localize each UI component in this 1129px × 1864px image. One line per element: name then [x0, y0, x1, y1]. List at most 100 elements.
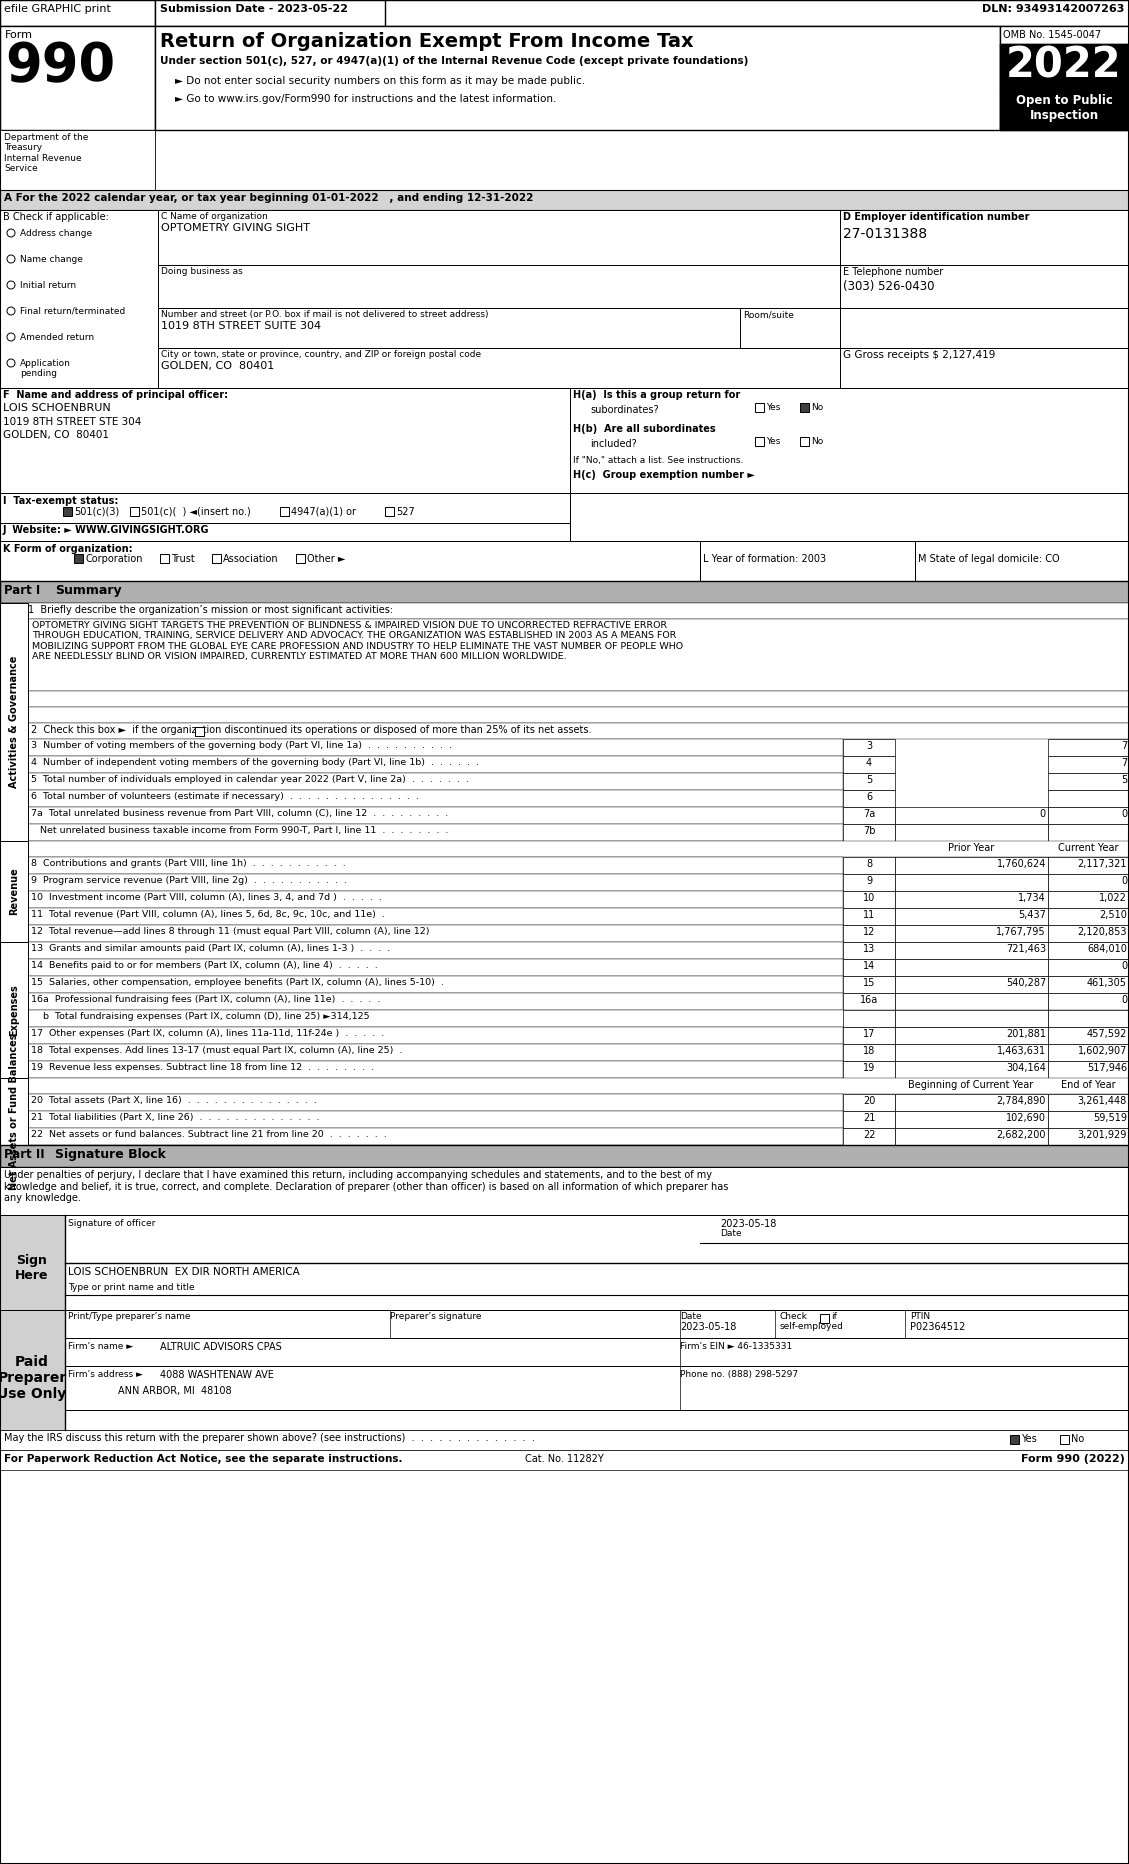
Text: I  Tax-exempt status:: I Tax-exempt status:: [3, 496, 119, 505]
Text: Preparer’s signature: Preparer’s signature: [390, 1312, 481, 1322]
Text: 517,946: 517,946: [1087, 1062, 1127, 1074]
Bar: [895, 824, 1048, 841]
Text: End of Year: End of Year: [1060, 1079, 1115, 1090]
Text: ► Go to www.irs.gov/Form990 for instructions and the latest information.: ► Go to www.irs.gov/Form990 for instruct…: [175, 93, 557, 104]
Text: 5  Total number of individuals employed in calendar year 2022 (Part V, line 2a) : 5 Total number of individuals employed i…: [30, 775, 469, 785]
Text: 14: 14: [863, 962, 875, 971]
Text: 10: 10: [863, 893, 875, 902]
Bar: [895, 891, 1048, 908]
Bar: [0, 541, 700, 582]
Text: 9: 9: [866, 876, 872, 885]
Bar: [28, 1044, 843, 1061]
Bar: [1048, 977, 1129, 994]
Text: 1,463,631: 1,463,631: [997, 1046, 1045, 1057]
Bar: [28, 1010, 1129, 1027]
Bar: [0, 1077, 28, 1144]
Bar: [160, 554, 169, 563]
Bar: [895, 874, 1048, 891]
Text: 5: 5: [1121, 775, 1127, 785]
Bar: [570, 388, 1129, 492]
Bar: [1010, 1435, 1019, 1445]
Bar: [820, 1314, 829, 1323]
Bar: [0, 1310, 1129, 1430]
Text: 2,117,321: 2,117,321: [1077, 859, 1127, 869]
Bar: [0, 941, 28, 1077]
Text: May the IRS discuss this return with the preparer shown above? (see instructions: May the IRS discuss this return with the…: [5, 1433, 535, 1443]
Bar: [1048, 1111, 1129, 1128]
Bar: [155, 26, 1000, 130]
Text: 17: 17: [863, 1029, 875, 1038]
Text: Yes: Yes: [1021, 1433, 1036, 1445]
Text: Sign
Here: Sign Here: [16, 1254, 49, 1282]
Text: No: No: [811, 436, 823, 445]
Text: 3,201,929: 3,201,929: [1077, 1130, 1127, 1141]
Text: 8  Contributions and grants (Part VIII, line 1h)  .  .  .  .  .  .  .  .  .  .  : 8 Contributions and grants (Part VIII, l…: [30, 859, 345, 869]
Text: Corporation: Corporation: [85, 554, 142, 565]
Bar: [843, 958, 895, 977]
Bar: [843, 1061, 895, 1077]
Text: 4947(a)(1) or: 4947(a)(1) or: [291, 507, 356, 516]
Text: Yes: Yes: [765, 403, 780, 412]
Bar: [155, 0, 385, 26]
Text: (303) 526-0430: (303) 526-0430: [843, 280, 935, 293]
Bar: [843, 941, 895, 958]
Text: 1,760,624: 1,760,624: [997, 859, 1045, 869]
Bar: [195, 727, 204, 736]
Text: Summary: Summary: [55, 583, 122, 596]
Bar: [843, 1044, 895, 1061]
Text: 501(c)(3): 501(c)(3): [75, 507, 120, 516]
Text: Revenue: Revenue: [9, 867, 19, 915]
Text: 2,510: 2,510: [1100, 910, 1127, 921]
Text: B Check if applicable:: B Check if applicable:: [3, 212, 108, 222]
Bar: [296, 554, 305, 563]
Bar: [843, 857, 895, 874]
Bar: [28, 874, 843, 891]
Bar: [0, 1215, 65, 1310]
Text: Date: Date: [720, 1228, 742, 1238]
Text: 3: 3: [866, 742, 872, 751]
Text: included?: included?: [590, 440, 637, 449]
Bar: [0, 602, 28, 841]
Text: Firm’s EIN ► 46-1335331: Firm’s EIN ► 46-1335331: [680, 1342, 793, 1351]
Bar: [843, 824, 895, 841]
Bar: [0, 1430, 1129, 1450]
Text: Cat. No. 11282Y: Cat. No. 11282Y: [525, 1454, 603, 1463]
Bar: [1048, 874, 1129, 891]
Text: Submission Date - 2023-05-22: Submission Date - 2023-05-22: [160, 4, 348, 15]
Text: 8: 8: [866, 859, 872, 869]
Text: 15  Salaries, other compensation, employee benefits (Part IX, column (A), lines : 15 Salaries, other compensation, employe…: [30, 979, 444, 988]
Text: E Telephone number: E Telephone number: [843, 267, 943, 278]
Text: Other ►: Other ►: [307, 554, 345, 565]
Bar: [1000, 26, 1129, 130]
Text: No: No: [811, 403, 823, 412]
Text: Trust: Trust: [170, 554, 194, 565]
Text: 2023-05-18: 2023-05-18: [720, 1219, 777, 1228]
Bar: [28, 841, 1129, 857]
Text: Prior Year: Prior Year: [948, 843, 995, 854]
Text: ANN ARBOR, MI  48108: ANN ARBOR, MI 48108: [68, 1387, 231, 1396]
Bar: [800, 436, 809, 445]
Text: 20  Total assets (Part X, line 16)  .  .  .  .  .  .  .  .  .  .  .  .  .  .  .: 20 Total assets (Part X, line 16) . . . …: [30, 1096, 317, 1105]
Bar: [28, 925, 843, 941]
Bar: [1048, 824, 1129, 841]
Text: 2023-05-18: 2023-05-18: [680, 1322, 736, 1333]
Text: 11: 11: [863, 910, 875, 921]
Text: ALTRUIC ADVISORS CPAS: ALTRUIC ADVISORS CPAS: [160, 1342, 282, 1351]
Text: 461,305: 461,305: [1087, 979, 1127, 988]
Text: 0: 0: [1121, 876, 1127, 885]
Bar: [1048, 1128, 1129, 1144]
Text: J  Website: ► WWW.GIVINGSIGHT.ORG: J Website: ► WWW.GIVINGSIGHT.ORG: [3, 526, 210, 535]
Bar: [1000, 45, 1129, 93]
Bar: [843, 1128, 895, 1144]
Text: 201,881: 201,881: [1006, 1029, 1045, 1038]
Text: Under section 501(c), 527, or 4947(a)(1) of the Internal Revenue Code (except pr: Under section 501(c), 527, or 4947(a)(1)…: [160, 56, 749, 65]
Bar: [28, 824, 843, 841]
Text: 9  Program service revenue (Part VIII, line 2g)  .  .  .  .  .  .  .  .  .  .  .: 9 Program service revenue (Part VIII, li…: [30, 876, 347, 885]
Text: LOIS SCHOENBRUN  EX DIR NORTH AMERICA: LOIS SCHOENBRUN EX DIR NORTH AMERICA: [68, 1268, 300, 1277]
Text: Association: Association: [224, 554, 279, 565]
Text: 4088 WASHTENAW AVE: 4088 WASHTENAW AVE: [160, 1370, 274, 1379]
Text: Room/suite: Room/suite: [743, 309, 794, 319]
Bar: [0, 1215, 1129, 1310]
Bar: [1048, 1010, 1129, 1027]
Circle shape: [7, 229, 15, 237]
